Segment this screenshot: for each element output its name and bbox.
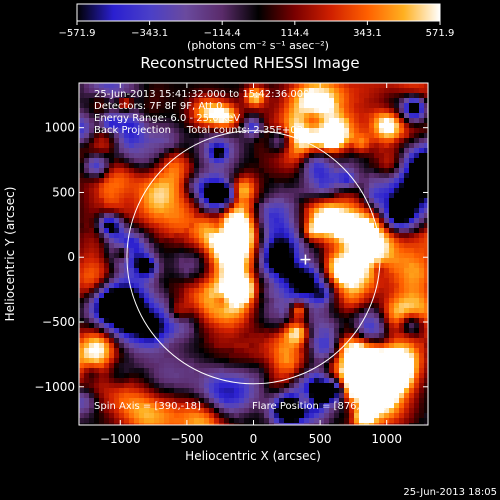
x-tick-label: 500 (309, 432, 332, 446)
colorbar-ticks: −571.9 −343.1 −114.4 114.4 343.1 571.9 (58, 21, 454, 39)
annotation-block: 25-Jun-2013 15:41:32.000 to 15:42:36.000… (94, 89, 310, 136)
flare-position-label: Flare Position = [876,-261] (252, 401, 386, 412)
annotation-detectors: Detectors: 7F 8F 9F, Att 0 (94, 101, 222, 112)
chart-title: Reconstructed RHESSI Image (140, 54, 359, 72)
solar-limb-circle (126, 130, 381, 385)
y-tick-label: 0 (67, 250, 75, 264)
y-axis-label: Heliocentric Y (arcsec) (3, 187, 17, 322)
y-tick-label: 1000 (44, 121, 75, 135)
annotation-energy-range: Energy Range: 6.0 - 25.0 keV (94, 113, 240, 124)
y-tick-label: 500 (52, 185, 75, 199)
spin-axis-cross-marker (300, 254, 311, 265)
footer-timestamp: 25-Jun-2013 18:05 (403, 487, 497, 498)
annotation-time-range: 25-Jun-2013 15:41:32.000 to 15:42:36.000 (94, 89, 310, 100)
y-tick-label: −500 (42, 315, 75, 329)
x-tick-label: −500 (170, 432, 203, 446)
x-tick-label: −1000 (100, 432, 141, 446)
x-tick-label: 0 (250, 432, 258, 446)
y-tick-label: −1000 (34, 380, 75, 394)
x-axis-ticks: −1000 −500 0 500 1000 (100, 83, 402, 446)
colorbar-tick-label: 343.1 (353, 28, 382, 39)
colorbar-tick-label: 571.9 (426, 28, 455, 39)
colorbar-unit-label: (photons cm⁻² s⁻¹ asec⁻²) (187, 39, 329, 52)
spin-axis-label: Spin Axis = [390,-18] (94, 401, 201, 412)
annotation-method-counts: Back Projection Total counts: 2.35E+03 (94, 125, 303, 136)
x-axis-label: Heliocentric X (arcsec) (185, 449, 321, 463)
heatmap-image (79, 83, 428, 425)
x-tick-label: 1000 (371, 432, 402, 446)
colorbar-tick-label: −114.4 (204, 28, 241, 39)
colorbar-tick-label: −343.1 (131, 28, 168, 39)
y-axis-ticks: −1000 −500 0 500 1000 (34, 121, 428, 394)
colorbar (76, 3, 441, 22)
colorbar-tick-label: 114.4 (280, 28, 309, 39)
colorbar-tick-label: −571.9 (58, 28, 95, 39)
